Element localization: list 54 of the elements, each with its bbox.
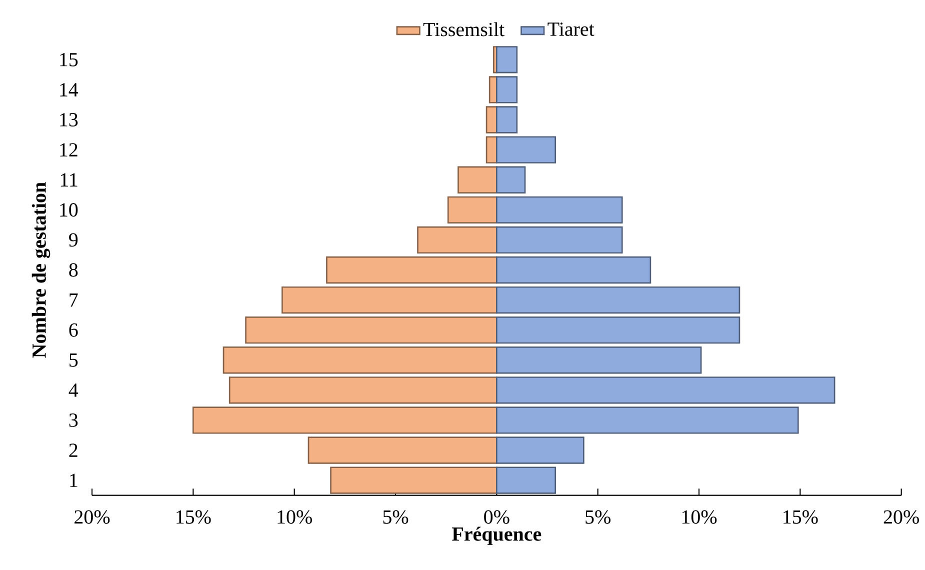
bar [228, 376, 498, 404]
y-tick-label: 7 [70, 293, 78, 307]
bar [496, 376, 836, 404]
bar [447, 196, 498, 224]
bar [496, 286, 740, 314]
x-tick-label: 5% [383, 510, 408, 524]
y-tick-label: 6 [69, 323, 78, 337]
x-tick-label: 20% [74, 510, 110, 524]
bar [282, 286, 498, 314]
y-tick-label: 4 [68, 384, 78, 397]
bar [496, 76, 518, 104]
x-tick-label: 5% [586, 510, 610, 524]
bar [496, 316, 740, 344]
bar [496, 46, 518, 74]
bar [496, 466, 556, 494]
bar [458, 166, 498, 194]
x-tick-label: 20% [884, 510, 919, 524]
y-tick-label: 9 [69, 233, 78, 247]
bar [496, 136, 556, 164]
bar [496, 196, 623, 224]
x-tick-label: 15% [176, 510, 211, 524]
bar [330, 466, 498, 494]
x-tick-label: 10% [278, 510, 312, 524]
y-tick-label: 14 [60, 83, 78, 96]
y-tick-label: 2 [69, 444, 78, 457]
bar [496, 346, 702, 374]
bar [308, 436, 498, 464]
y-tick-label: 15 [60, 52, 78, 66]
y-tick-label: 1 [70, 474, 78, 487]
bar [245, 316, 498, 344]
bar [496, 166, 526, 194]
y-tick-label: 13 [60, 113, 78, 126]
y-tick-label: 5 [70, 353, 78, 367]
bar [496, 406, 799, 434]
y-tick-label: 8 [69, 263, 78, 277]
bar [496, 256, 652, 284]
y-tick-label: 11 [60, 173, 78, 186]
bar [417, 226, 498, 254]
x-tick-label: 15% [784, 510, 818, 524]
bar [496, 226, 623, 254]
bar [326, 256, 498, 284]
bar [192, 406, 498, 434]
y-tick-label: 12 [60, 143, 78, 156]
y-tick-label: 3 [69, 413, 78, 427]
bar [222, 346, 498, 374]
x-tick-label: 10% [682, 510, 717, 524]
y-tick-label: 10 [60, 203, 78, 217]
legend-label: Tiaret [548, 22, 594, 36]
bar [496, 106, 518, 134]
y-axis-title: Nombre de gestation [32, 182, 50, 358]
bar [496, 436, 584, 464]
legend-label: Tissemsilt [423, 22, 504, 36]
x-axis-title: Fréquence [452, 526, 542, 545]
x-tick-label: 0% [484, 510, 510, 524]
